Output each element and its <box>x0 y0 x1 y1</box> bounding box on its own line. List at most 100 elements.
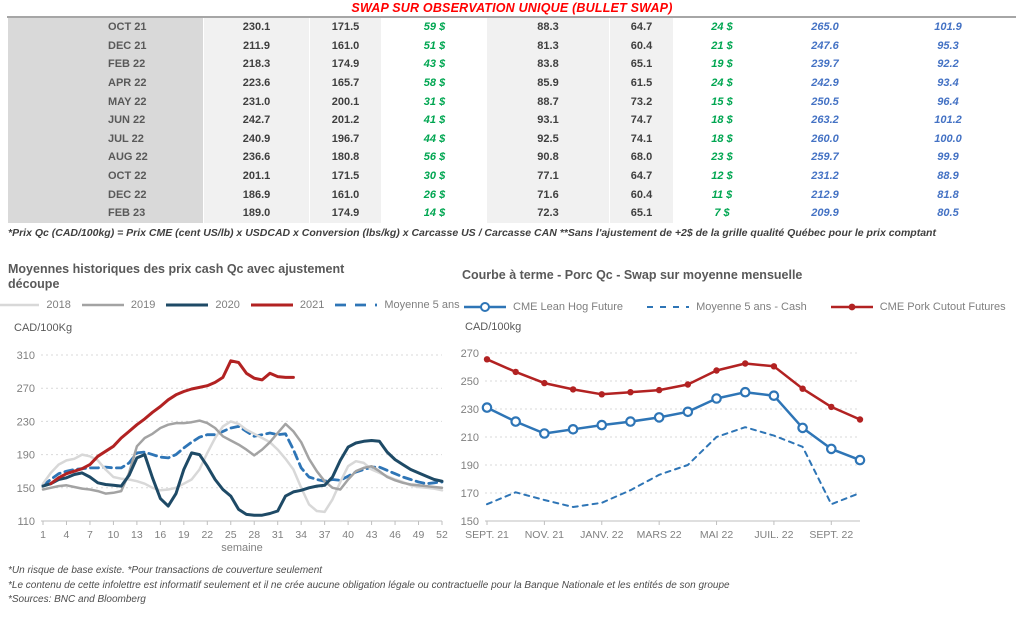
cell-value: 242.9 <box>811 77 839 90</box>
cell-value: 236.6 <box>204 148 310 167</box>
x-tick-label: SEPT. 22 <box>809 529 853 541</box>
cell-value: 51 $ <box>423 39 446 52</box>
cell-value: 14 $ <box>423 207 446 220</box>
data-point-marker <box>854 454 866 466</box>
y-tick-label: 190 <box>461 460 479 472</box>
data-point-marker <box>483 356 491 363</box>
x-tick-label: 25 <box>225 529 237 541</box>
cell-value: 231.2 <box>811 170 839 183</box>
x-tick-label: 46 <box>389 529 401 541</box>
legend-swatch-icon <box>250 303 293 307</box>
series-line <box>41 425 444 487</box>
x-tick-label: 31 <box>272 529 284 541</box>
cell-value: 99.9 <box>937 151 959 164</box>
x-tick-label: 37 <box>319 529 331 541</box>
legend-swatch-icon <box>335 303 378 307</box>
cell-value: 93.4 <box>937 77 959 90</box>
y-tick-label: 270 <box>17 383 35 395</box>
data-point-marker <box>828 403 835 411</box>
legend-item: Moyenne 5 ans <box>333 299 460 311</box>
legend-swatch-icon <box>647 306 690 308</box>
y-tick-label: 150 <box>17 483 35 495</box>
cell-value: 96.4 <box>937 95 959 108</box>
historical-line-chart: 110 150 190 230 270 310 1 4 7 10 13 16 19 22 25 28 31 34 3… <box>17 350 448 541</box>
y-tick-label: 250 <box>461 376 479 388</box>
table-row: FEB 22 218.3 174.9 43 $ 83.8 65.1 19 $ 239.7 92.… <box>8 55 1016 74</box>
x-tick-label: 1 <box>40 529 46 541</box>
cell-value: 74.7 <box>610 110 674 130</box>
cell-value: 231.0 <box>204 92 310 111</box>
cell-value: 60.4 <box>610 185 674 204</box>
series-line <box>41 420 444 514</box>
table-row: FEB 23 189.0 174.9 14 $ 72.3 65.1 7 $ 209.9 80.5 <box>8 203 1016 223</box>
data-point-marker <box>739 386 751 398</box>
data-point-marker <box>510 416 521 427</box>
table-row: OCT 22 201.1 171.5 30 $ 77.1 64.7 12 $ 231.2 88.… <box>8 166 1016 186</box>
series-line <box>49 359 295 486</box>
x-tick-label: 40 <box>342 529 354 541</box>
cell-value: 93.1 <box>487 110 610 130</box>
cell-month: OCT 22 <box>8 166 204 186</box>
historical-chart-title: Moyennes historiques des prix cash Qc av… <box>8 262 345 291</box>
data-point-marker <box>655 386 663 394</box>
legend-swatch-icon <box>830 303 873 311</box>
cell-value: 92.2 <box>937 58 959 71</box>
cell-value: 23 $ <box>711 151 733 164</box>
cell-value: 189.0 <box>204 203 310 223</box>
cell-value: 65.1 <box>610 203 674 223</box>
table-row: DEC 21 211.9 161.0 51 $ 81.3 60.4 21 $ 247.6 95.… <box>8 36 1016 56</box>
cell-value: 41 $ <box>423 114 446 127</box>
legend-label: Moyenne 5 ans <box>384 299 460 311</box>
cell-value: 90.8 <box>487 148 610 167</box>
x-tick-label: 49 <box>413 529 425 541</box>
cell-value: 56 $ <box>423 151 446 164</box>
legend-label: 2021 <box>299 299 325 311</box>
data-point-marker <box>742 360 749 367</box>
footnote-line: *Le contenu de cette infolettre est info… <box>8 579 730 591</box>
cell-value: 31 $ <box>423 95 446 108</box>
y-tick-label: 190 <box>17 450 35 462</box>
cell-value: 26 $ <box>423 188 446 201</box>
data-point-marker <box>684 381 692 388</box>
cell-value: 260.0 <box>811 132 839 145</box>
x-tick-label: NOV. 21 <box>525 529 564 541</box>
y-tick-label: 210 <box>461 432 479 444</box>
cell-value: 72.3 <box>487 203 610 223</box>
legend-item: 2021 <box>249 299 324 311</box>
cell-value: 101.9 <box>934 21 962 34</box>
swap-table: OCT 21 230.1 171.5 59 $88.3 64.7 24 $265.0 101… <box>8 18 1016 223</box>
cell-value: 30 $ <box>423 170 446 183</box>
legend-item: CME Lean Hog Future <box>462 301 623 313</box>
series-line <box>486 426 861 508</box>
legend-label: Moyenne 5 ans - Cash <box>696 301 807 313</box>
legend-label: 2018 <box>46 299 71 311</box>
cell-value: 7 $ <box>714 207 730 220</box>
cell-value: 44 $ <box>423 132 446 145</box>
y-tick-label: 150 <box>461 516 479 528</box>
data-point-marker <box>596 419 608 431</box>
forward-chart-legend: CME Lean Hog Future Moyenne 5 ans - Cash C… <box>462 301 1022 313</box>
series-line <box>41 439 444 517</box>
x-tick-label: 19 <box>178 529 190 541</box>
footnotes-block: *Un risque de base existe. *Pour transac… <box>8 564 1018 608</box>
data-point-marker <box>539 428 550 439</box>
x-tick-label: MAI 22 <box>700 529 733 541</box>
cell-value: 196.7 <box>310 129 382 149</box>
legend-swatch-icon <box>0 303 40 307</box>
x-tick-label: 13 <box>131 529 143 541</box>
data-point-marker <box>856 416 864 423</box>
cell-value: 240.9 <box>204 129 310 149</box>
cell-month: MAY 22 <box>8 92 204 111</box>
data-point-marker <box>512 368 519 376</box>
x-tick-label: 43 <box>366 529 378 541</box>
cell-value: 101.2 <box>934 114 962 127</box>
x-tick-label: 7 <box>87 529 93 541</box>
legend-item: CME Pork Cutout Futures <box>829 301 1006 313</box>
historical-chart-legend: 2018 2019 2020 2021 Moyenne 5 ans <box>0 299 460 311</box>
series-line <box>485 358 862 421</box>
cell-value: 88.9 <box>937 170 959 183</box>
cell-value: 73.2 <box>610 92 674 111</box>
cell-value: 174.9 <box>310 55 382 74</box>
table-footnote: *Prix Qc (CAD/100kg) = Prix CME (cent US… <box>8 227 936 239</box>
x-tick-label: 34 <box>295 529 307 541</box>
